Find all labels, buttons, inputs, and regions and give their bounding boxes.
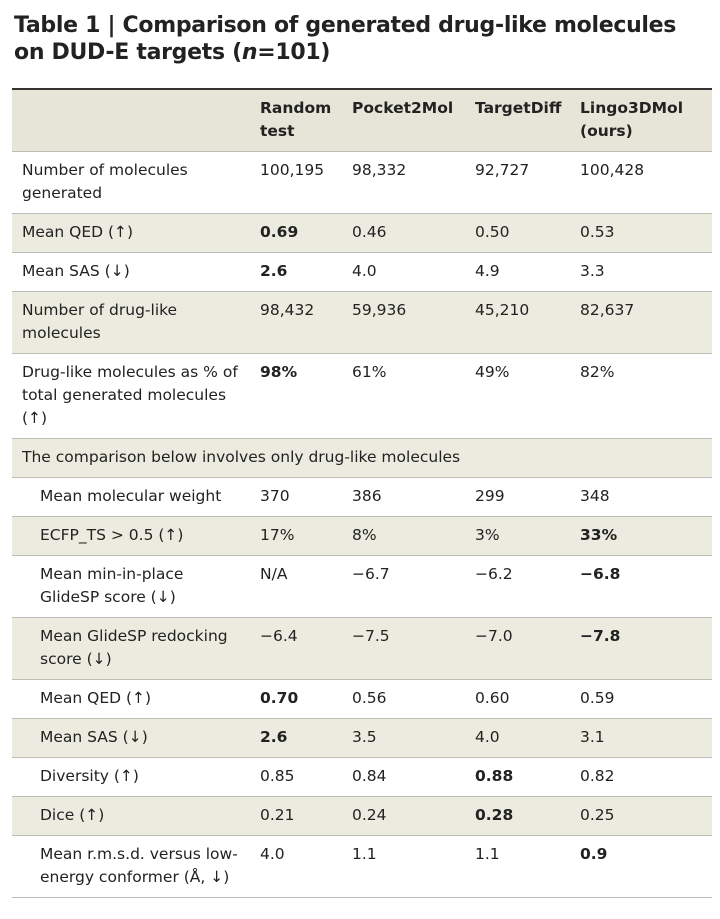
cell: 370 [250,477,342,517]
title-text: =101) [257,40,331,65]
table-row: Number of drug-like molecules 98,432 59,93… [12,291,712,354]
cell: 0.85 [250,757,342,797]
row-label: Diversity (↑) [12,757,250,797]
cell: 0.25 [570,796,712,836]
table-row: Diversity (↑) 0.85 0.84 0.88 0.82 [12,757,712,797]
row-label: Mean SAS (↓) [12,252,250,292]
cell: 92,727 [465,151,570,214]
table-row: Mean SAS (↓) 2.6 3.5 4.0 3.1 [12,718,712,758]
row-label: ECFP_TS > 0.5 (↑) [12,516,250,556]
table-row: Mean r.m.s.d. versus low-energy conforme… [12,835,712,898]
column-header: Lingo3DMol (ours) [570,88,712,152]
row-label: Mean QED (↑) [12,213,250,253]
row-label: Number of molecules generated [12,151,250,214]
table-row: Mean molecular weight 370 386 299 348 [12,477,712,517]
row-label: Mean molecular weight [12,477,250,517]
cell: 0.9 [570,835,712,898]
cell: 0.82 [570,757,712,797]
cell: 0.46 [342,213,465,253]
title-n: n [241,40,258,65]
cell: 17% [250,516,342,556]
cell: 2.6 [250,252,342,292]
cell: 1.1 [465,835,570,898]
cell: 0.69 [250,213,342,253]
cell: −6.7 [342,555,465,618]
table-row: Mean SAS (↓) 2.6 4.0 4.9 3.3 [12,252,712,292]
cell: 100,428 [570,151,712,214]
table-row: Dice (↑) 0.21 0.24 0.28 0.25 [12,796,712,836]
corner-cell [12,88,250,152]
cell: −7.8 [570,617,712,680]
cell: −6.2 [465,555,570,618]
cell: −7.5 [342,617,465,680]
table-row: Mean QED (↑) 0.70 0.56 0.60 0.59 [12,679,712,719]
cell: N/A [250,555,342,618]
row-label: Mean min-in-place GlideSP score (↓) [12,555,250,618]
header-row: Random test Pocket2Mol TargetDiff Lingo3DMo… [12,88,712,152]
cell: 0.21 [250,796,342,836]
table-row: Mean GlideSP redocking score (↓) −6.4 −7.5… [12,617,712,680]
cell: 98,332 [342,151,465,214]
row-label: Mean QED (↑) [12,679,250,719]
table-row: Drug-like molecules as % of total genera… [12,353,712,439]
cell: 49% [465,353,570,439]
cell: 0.70 [250,679,342,719]
cell: 4.0 [250,835,342,898]
row-label: Drug-like molecules as % of total genera… [12,353,250,439]
cell: 4.0 [342,252,465,292]
cell: 33% [570,516,712,556]
cell: 0.59 [570,679,712,719]
row-label: Mean GlideSP redocking score (↓) [12,617,250,680]
row-label: Number of drug-like molecules [12,291,250,354]
table-title: Table 1 | Comparison of generated drug-l… [14,12,704,66]
row-label: Mean SAS (↓) [12,718,250,758]
table-row: ECFP_TS > 0.5 (↑) 17% 8% 3% 33% [12,516,712,556]
cell: 0.50 [465,213,570,253]
cell: 45,210 [465,291,570,354]
cell: 0.53 [570,213,712,253]
cell: 4.9 [465,252,570,292]
cell: 98,432 [250,291,342,354]
cell: −6.4 [250,617,342,680]
row-label: Mean r.m.s.d. versus low-energy conforme… [12,835,250,898]
cell: 0.24 [342,796,465,836]
cell: 0.28 [465,796,570,836]
column-header: TargetDiff [465,88,570,152]
cell: 100,195 [250,151,342,214]
row-label: Dice (↑) [12,796,250,836]
cell: 0.88 [465,757,570,797]
cell: 3.1 [570,718,712,758]
cell: 1.1 [342,835,465,898]
cell: 3.5 [342,718,465,758]
table-row: Number of molecules generated 100,195 98,3… [12,151,712,214]
cell: 0.56 [342,679,465,719]
cell: 82,637 [570,291,712,354]
cell: 3.3 [570,252,712,292]
comparison-table: Random test Pocket2Mol TargetDiff Lingo3DMo… [12,88,712,898]
cell: 82% [570,353,712,439]
column-header: Random test [250,88,342,152]
table-row: Mean QED (↑) 0.69 0.46 0.50 0.53 [12,213,712,253]
cell: 348 [570,477,712,517]
cell: 4.0 [465,718,570,758]
cell: 3% [465,516,570,556]
cell: 0.84 [342,757,465,797]
cell: 59,936 [342,291,465,354]
cell: −6.8 [570,555,712,618]
table-row: Mean min-in-place GlideSP score (↓) N/A −6… [12,555,712,618]
title-text: Table 1 | Comparison of generated drug-l… [14,13,677,65]
cell: 2.6 [250,718,342,758]
cell: −7.0 [465,617,570,680]
column-header: Pocket2Mol [342,88,465,152]
cell: 299 [465,477,570,517]
cell: 0.60 [465,679,570,719]
cell: 61% [342,353,465,439]
section-row: The comparison below involves only drug-… [12,438,712,478]
cell: 8% [342,516,465,556]
cell: 386 [342,477,465,517]
section-label: The comparison below involves only drug-… [12,438,712,478]
cell: 98% [250,353,342,439]
